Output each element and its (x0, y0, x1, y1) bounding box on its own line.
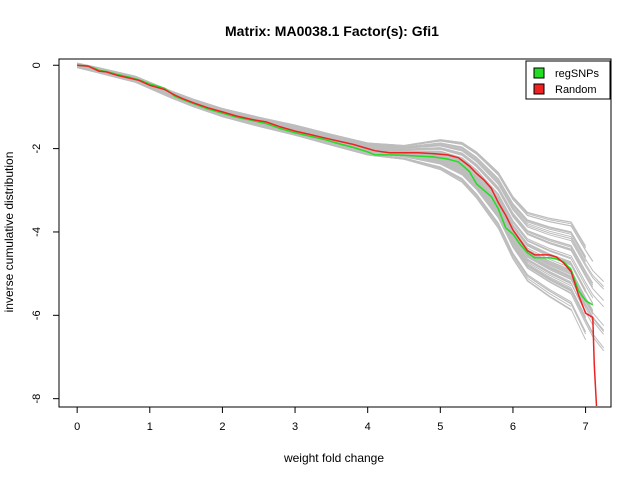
background-run-line (77, 62, 594, 262)
background-run-line (77, 65, 605, 331)
legend: regSNPs Random (525, 60, 611, 100)
background-run-line (77, 64, 587, 276)
background-run-line (77, 64, 587, 293)
background-run-line (77, 63, 587, 272)
y-axis: 0 -2 -4 -6 -8 (31, 62, 60, 404)
x-tick-label: 5 (437, 421, 443, 433)
background-run-line (77, 64, 587, 277)
background-run-line (77, 65, 572, 285)
background-run-line (77, 64, 587, 291)
chart-title: Matrix: MA0038.1 Factor(s): Gfi1 (225, 23, 439, 39)
x-tick-label: 7 (583, 421, 589, 433)
legend-swatch (533, 83, 545, 95)
background-run-line (77, 65, 587, 313)
x-tick-label: 3 (292, 421, 298, 433)
x-tick-label: 1 (147, 421, 153, 433)
background-run-line (77, 65, 594, 315)
legend-swatch (533, 67, 545, 79)
background-run-line (77, 65, 587, 308)
background-run-line (77, 66, 594, 334)
background-run-line (77, 64, 594, 288)
background-run-line (77, 65, 594, 326)
y-tick-label: -6 (31, 310, 43, 320)
background-run-line (77, 65, 572, 287)
background-run-line (77, 63, 594, 286)
x-tick-label: 0 (74, 421, 80, 433)
y-tick-label: 0 (31, 62, 43, 68)
plot-frame (58, 58, 612, 408)
background-run-line (77, 66, 605, 349)
series-line-random (77, 64, 598, 407)
background-run-line (77, 65, 605, 335)
background-run-line (77, 65, 605, 327)
y-axis-label: inverse cumulative distribution (2, 152, 16, 313)
background-run-line (77, 65, 587, 306)
background-run-line (77, 64, 572, 263)
y-tick-label: -4 (31, 227, 43, 237)
background-run-line (77, 65, 594, 312)
background-run-line (77, 65, 572, 276)
background-run-line (77, 66, 587, 333)
background-run-line (77, 64, 594, 304)
background-run-line (77, 64, 605, 301)
background-runs (77, 62, 605, 352)
background-run-line (77, 67, 572, 311)
background-run-line (77, 65, 594, 314)
series-layer (77, 64, 598, 407)
background-run-line (77, 62, 587, 247)
background-run-line (77, 65, 594, 319)
x-tick-label: 6 (510, 421, 516, 433)
y-tick-label: -2 (31, 144, 43, 154)
y-tick-label: -8 (31, 394, 43, 404)
legend-label: regSNPs (555, 68, 600, 80)
x-axis: 0 1 2 3 4 5 6 7 (74, 406, 589, 433)
series-line-regsnps (77, 64, 594, 306)
x-tick-label: 4 (365, 421, 371, 433)
background-run-line (77, 65, 594, 311)
background-run-line (77, 64, 594, 304)
legend-label: Random (555, 84, 597, 96)
background-run-line (77, 65, 572, 269)
x-tick-label: 2 (219, 421, 225, 433)
background-run-line (77, 63, 572, 234)
background-run-line (77, 64, 572, 259)
x-axis-label: weight fold change (283, 451, 384, 465)
background-run-line (77, 65, 605, 332)
